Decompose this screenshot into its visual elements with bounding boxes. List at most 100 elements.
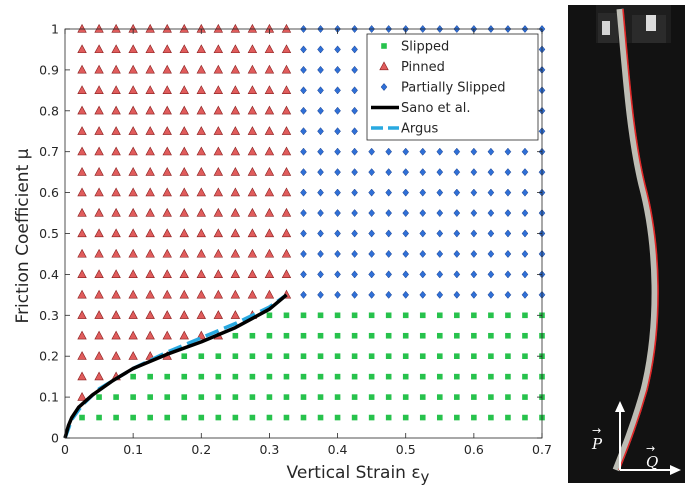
marker-slipped: [522, 312, 528, 319]
marker-partially-slipped: [470, 209, 478, 218]
marker-partially-slipped: [317, 45, 324, 54]
marker-pinned: [128, 64, 138, 74]
marker-slipped: [215, 394, 222, 400]
marker-pinned: [281, 105, 292, 115]
marker-pinned: [77, 146, 87, 156]
marker-slipped: [130, 373, 136, 380]
marker-pinned: [77, 126, 87, 135]
marker-partially-slipped: [368, 209, 375, 218]
y-tick-label: 0.4: [39, 267, 59, 282]
marker-pinned: [111, 228, 121, 238]
marker-pinned: [264, 248, 275, 258]
marker-slipped: [402, 373, 409, 380]
marker-pinned: [247, 85, 258, 94]
marker-partially-slipped: [317, 86, 324, 95]
marker-pinned: [264, 44, 275, 54]
marker-pinned: [162, 44, 172, 54]
clamp-screw-left: [602, 21, 610, 35]
marker-pinned: [196, 207, 206, 217]
marker-partially-slipped: [504, 270, 512, 279]
marker-slipped: [283, 332, 290, 339]
marker-pinned: [264, 207, 275, 217]
chart-markers: [77, 23, 546, 421]
chart-ticks: 0 0.1 0.2 0.3 0.4 0.5 0.6 0.7 0 0.1 0.2 0.3 0.4 0.5 0.…: [39, 22, 552, 458]
marker-pinned: [111, 167, 121, 176]
y-tick-label: 0.3: [39, 308, 59, 323]
marker-partially-slipped: [300, 86, 307, 95]
marker-pinned: [179, 248, 189, 258]
marker-slipped: [283, 414, 290, 421]
marker-pinned: [179, 228, 189, 238]
marker-partially-slipped: [487, 147, 495, 156]
marker-partially-slipped: [487, 188, 495, 197]
marker-partially-slipped: [368, 249, 375, 258]
marker-partially-slipped: [521, 249, 529, 258]
marker-pinned: [111, 310, 121, 319]
marker-pinned: [179, 23, 189, 33]
marker-pinned: [281, 187, 292, 197]
marker-partially-slipped: [453, 168, 461, 177]
marker-partially-slipped: [470, 229, 478, 238]
marker-slipped: [164, 373, 171, 380]
marker-pinned: [213, 310, 224, 319]
marker-pinned: [230, 187, 241, 197]
marker-partially-slipped: [504, 209, 512, 218]
y-tick-label: 0.9: [39, 62, 59, 77]
marker-pinned: [111, 126, 121, 135]
marker-pinned: [196, 289, 206, 299]
marker-slipped: [522, 414, 528, 421]
marker-partially-slipped: [385, 188, 393, 197]
marker-slipped: [334, 312, 341, 319]
marker-slipped: [488, 394, 494, 400]
marker-slipped: [266, 414, 273, 421]
marker-pinned: [213, 269, 224, 278]
marker-partially-slipped: [504, 188, 512, 197]
marker-partially-slipped: [453, 270, 461, 279]
marker-pinned: [281, 146, 292, 156]
marker-partially-slipped: [487, 290, 495, 299]
marker-partially-slipped: [368, 229, 375, 238]
marker-partially-slipped: [453, 290, 461, 299]
marker-slipped: [147, 414, 153, 421]
marker-slipped: [96, 414, 102, 421]
marker-slipped: [402, 332, 409, 339]
marker-slipped: [505, 312, 511, 319]
marker-slipped: [181, 353, 188, 359]
marker-partially-slipped: [385, 168, 393, 177]
y-tick-label: 0.7: [39, 144, 59, 159]
marker-pinned: [111, 248, 121, 258]
marker-partially-slipped: [419, 147, 427, 156]
marker-slipped: [351, 373, 358, 380]
marker-pinned: [145, 146, 155, 156]
marker-partially-slipped: [385, 147, 393, 156]
marker-pinned: [111, 269, 121, 278]
marker-pinned: [281, 126, 292, 135]
marker-partially-slipped: [419, 188, 427, 197]
marker-slipped: [368, 353, 375, 359]
marker-slipped: [454, 312, 460, 319]
marker-pinned: [247, 64, 258, 74]
marker-pinned: [230, 126, 241, 135]
marker-slipped: [249, 332, 256, 339]
marker-partially-slipped: [334, 127, 341, 136]
marker-partially-slipped: [317, 249, 324, 258]
marker-slipped: [505, 394, 511, 400]
marker-pinned: [111, 64, 121, 74]
legend-label: Slipped: [401, 40, 449, 55]
marker-pinned: [145, 126, 155, 135]
marker-slipped: [317, 414, 324, 421]
marker-slipped: [419, 373, 426, 380]
marker-pinned: [230, 248, 241, 258]
marker-pinned: [247, 126, 258, 135]
marker-pinned: [196, 64, 206, 74]
marker-slipped: [300, 332, 307, 339]
marker-partially-slipped: [419, 168, 427, 177]
marker-partially-slipped: [521, 229, 529, 238]
marker-slipped: [471, 332, 477, 339]
marker-partially-slipped: [334, 45, 341, 54]
marker-slipped: [266, 394, 273, 400]
marker-slipped: [181, 414, 188, 421]
marker-pinned: [162, 269, 172, 278]
marker-pinned: [230, 23, 241, 33]
marker-partially-slipped: [300, 188, 307, 197]
